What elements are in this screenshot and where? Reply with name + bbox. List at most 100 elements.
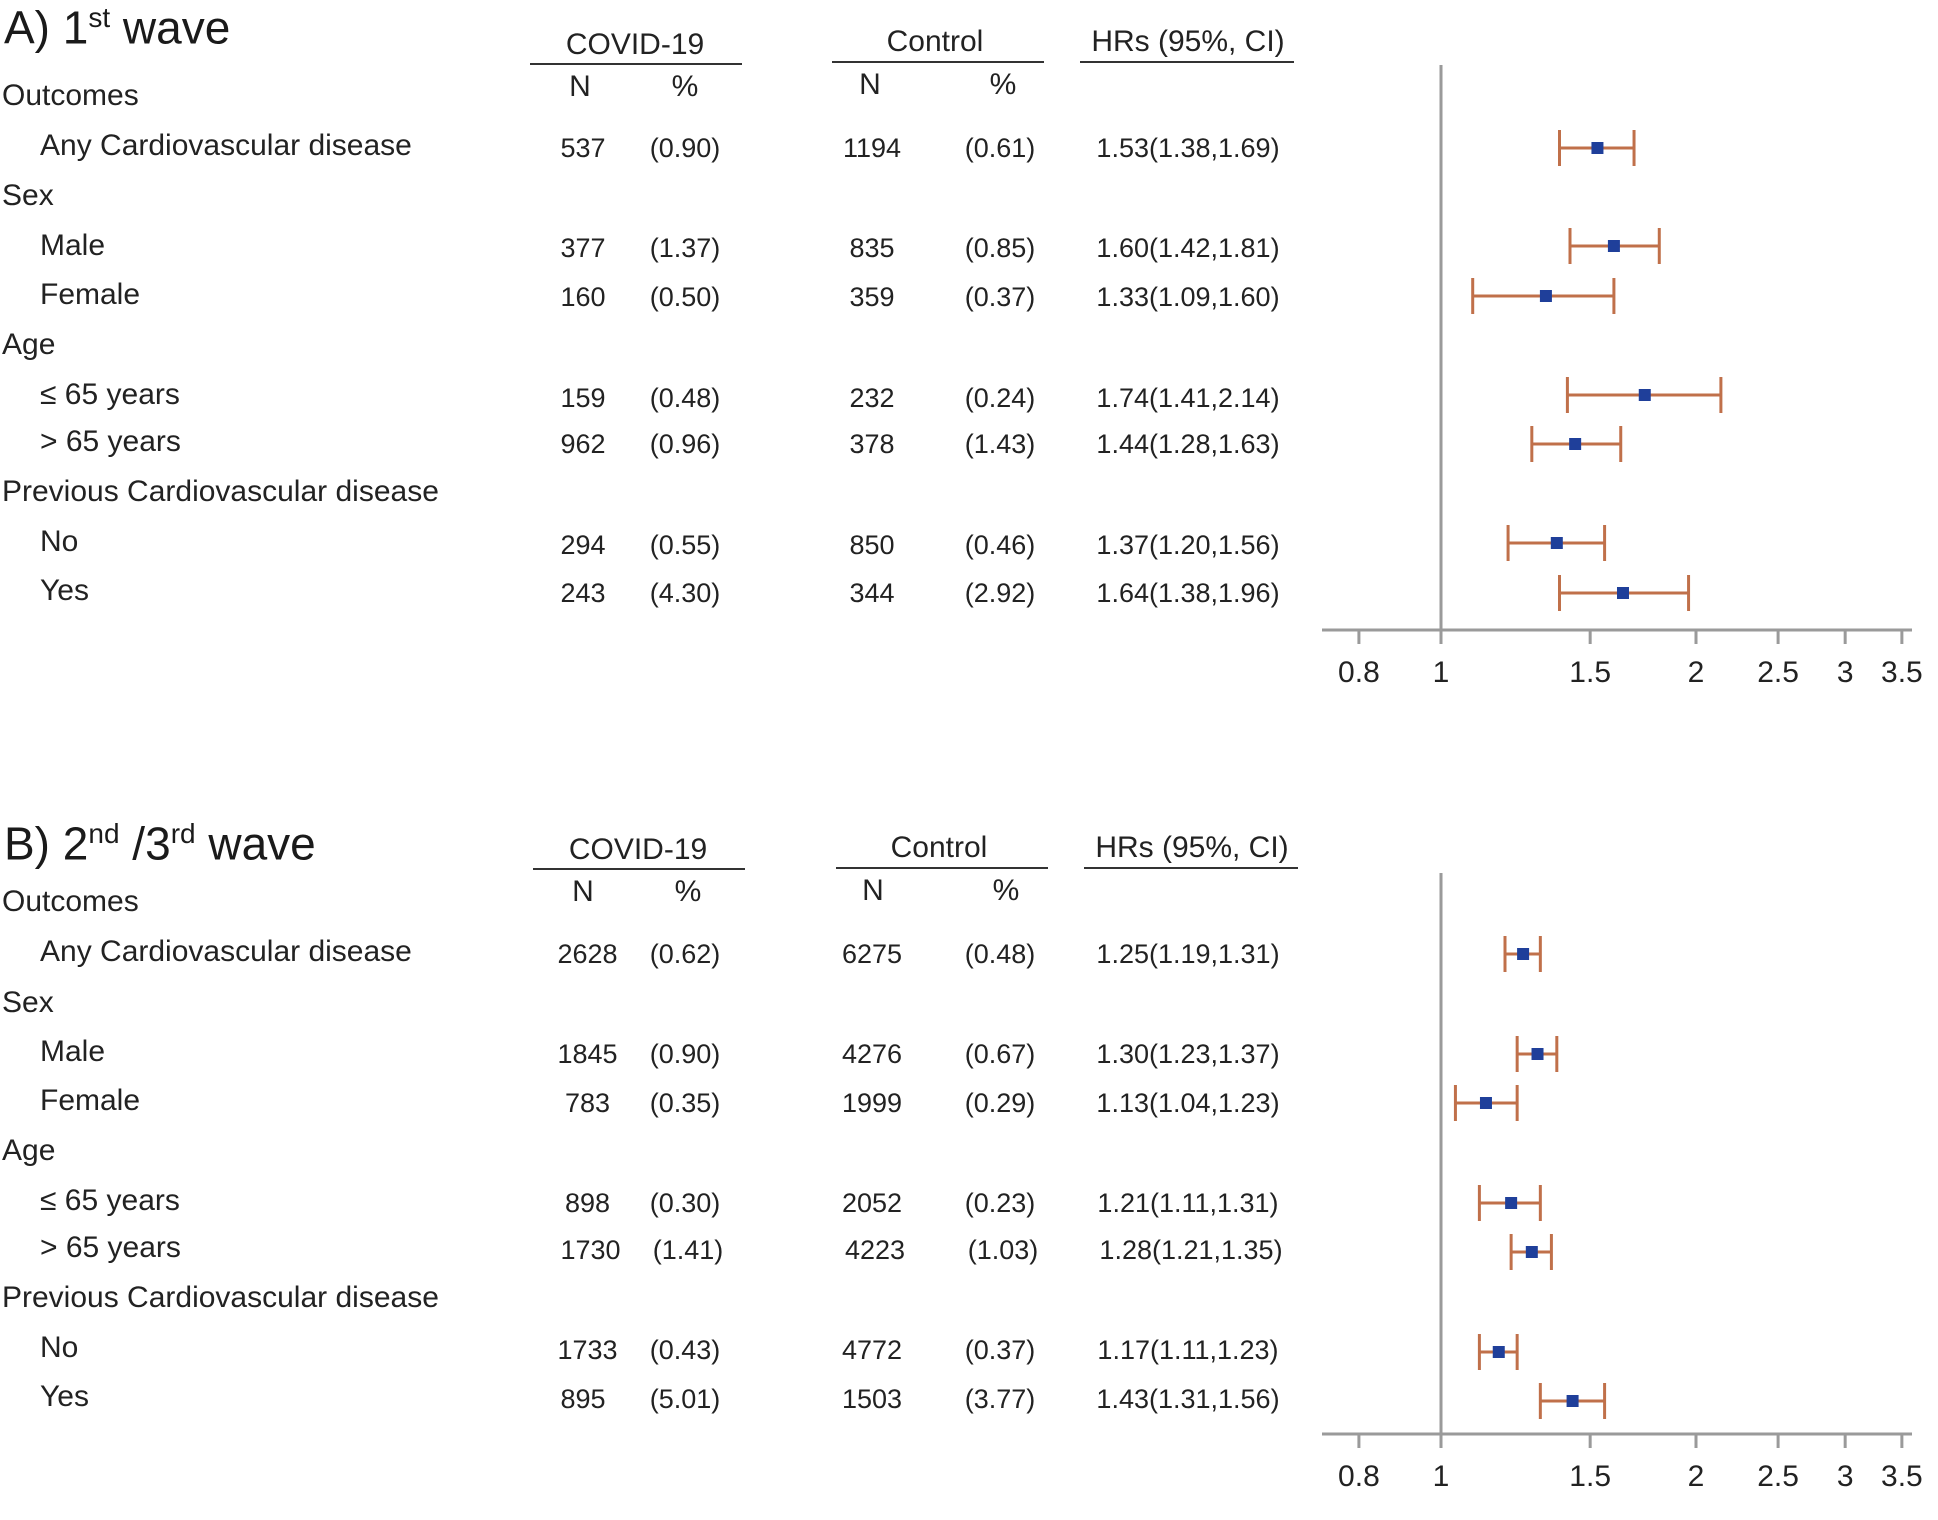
hr-header-rule bbox=[1084, 867, 1298, 869]
covid-pct: (1.37) bbox=[649, 233, 721, 263]
forest-plot: 0.8 1 1.5 2 2.5 3 3.5 bbox=[1322, 65, 1923, 689]
x-tick-label: 3.5 bbox=[1881, 1460, 1923, 1493]
hr-value: 1.74(1.41,2.14) bbox=[1096, 383, 1280, 413]
covid-n: 294 bbox=[560, 530, 606, 560]
control-pct: (0.85) bbox=[964, 233, 1036, 263]
hr-value: 1.43(1.31,1.56) bbox=[1096, 1384, 1280, 1414]
control-n: 1999 bbox=[841, 1088, 903, 1118]
hr-point bbox=[1638, 389, 1651, 401]
control-pct: (1.03) bbox=[967, 1235, 1039, 1265]
row-label: ≤ 65 years bbox=[40, 1184, 180, 1217]
x-tick-label: 2 bbox=[1688, 1460, 1705, 1493]
panel-title: A) 1st wave bbox=[4, 1, 231, 54]
row-label: Female bbox=[40, 1084, 141, 1117]
covid-header-rule bbox=[530, 63, 742, 65]
control-pct: (0.24) bbox=[964, 383, 1036, 413]
control-pct: (1.43) bbox=[964, 429, 1036, 459]
hr-value: 1.53(1.38,1.69) bbox=[1096, 133, 1280, 163]
covid-pct: (0.35) bbox=[649, 1088, 721, 1118]
control-n: 1503 bbox=[841, 1384, 903, 1414]
hr-value: 1.60(1.42,1.81) bbox=[1096, 233, 1280, 263]
covid-pct: (0.30) bbox=[649, 1188, 721, 1218]
hr-point bbox=[1531, 1048, 1544, 1060]
control-n: 378 bbox=[849, 429, 895, 459]
control-n: 835 bbox=[849, 233, 895, 263]
n-subheader: N bbox=[569, 70, 591, 103]
row-label: > 65 years bbox=[40, 1231, 181, 1264]
control-n: 4276 bbox=[841, 1039, 903, 1069]
panel-a: A) 1st wave COVID-19 Control HRs (95%, C… bbox=[0, 0, 1938, 720]
row-group-label: Outcomes bbox=[2, 885, 139, 918]
covid-n: 898 bbox=[564, 1188, 611, 1218]
row-label: No bbox=[40, 525, 79, 558]
control-pct: (0.67) bbox=[964, 1039, 1036, 1069]
covid-n: 243 bbox=[560, 578, 606, 608]
row-label: Yes bbox=[40, 1380, 89, 1413]
row-group-label: Sex bbox=[2, 986, 54, 1019]
pct-subheader: % bbox=[992, 874, 1020, 907]
row-group-label: Outcomes bbox=[2, 79, 139, 112]
hr-value: 1.21(1.11,1.31) bbox=[1097, 1188, 1279, 1218]
row-label: No bbox=[40, 1331, 79, 1364]
control-n: 359 bbox=[849, 282, 895, 312]
covid-n: 1845 bbox=[557, 1039, 618, 1069]
hr-value: 1.30(1.23,1.37) bbox=[1096, 1039, 1280, 1069]
row-label: Male bbox=[40, 1035, 106, 1068]
panel-b: B) 2nd /3rd wave COVID-19 Control HRs (9… bbox=[0, 800, 1938, 1520]
hr-value: 1.33(1.09,1.60) bbox=[1096, 282, 1280, 312]
covid-n: 895 bbox=[560, 1384, 606, 1414]
control-header-rule bbox=[832, 61, 1044, 63]
hr-value: 1.44(1.28,1.63) bbox=[1096, 429, 1280, 459]
x-tick-label: 1 bbox=[1433, 656, 1450, 689]
control-pct: (0.37) bbox=[964, 1335, 1036, 1365]
covid-pct: (0.50) bbox=[649, 282, 721, 312]
covid-n: 377 bbox=[560, 233, 606, 263]
hr-point bbox=[1566, 1395, 1579, 1407]
hr-point bbox=[1505, 1197, 1518, 1209]
row-group-label: Previous Cardiovascular disease bbox=[2, 475, 439, 508]
covid-header-rule bbox=[533, 868, 745, 870]
covid-n: 537 bbox=[560, 133, 606, 163]
pct-subheader: % bbox=[989, 68, 1017, 101]
control-pct: (2.92) bbox=[964, 578, 1036, 608]
x-tick-label: 2 bbox=[1688, 656, 1705, 689]
covid-header: COVID-19 bbox=[568, 833, 708, 866]
hr-point bbox=[1591, 142, 1604, 154]
control-pct: (0.46) bbox=[964, 530, 1036, 560]
covid-header: COVID-19 bbox=[565, 28, 705, 61]
covid-pct: (0.48) bbox=[649, 383, 721, 413]
control-pct: (0.48) bbox=[964, 939, 1036, 969]
row-label: Male bbox=[40, 229, 106, 262]
pct-subheader: % bbox=[671, 70, 699, 103]
control-n: 850 bbox=[849, 530, 895, 560]
covid-pct: (1.41) bbox=[652, 1235, 724, 1265]
hr-point bbox=[1607, 240, 1620, 252]
x-tick-label: 0.8 bbox=[1338, 656, 1380, 689]
covid-pct: (5.01) bbox=[649, 1384, 721, 1414]
n-subheader: N bbox=[572, 875, 594, 908]
control-pct: (0.23) bbox=[964, 1188, 1036, 1218]
row-label: Any Cardiovascular disease bbox=[40, 935, 412, 968]
control-n: 232 bbox=[849, 383, 895, 413]
covid-pct: (0.90) bbox=[649, 1039, 721, 1069]
x-tick-label: 3 bbox=[1837, 1460, 1854, 1493]
forest-plot: 0.8 1 1.5 2 2.5 3 3.5 bbox=[1322, 873, 1923, 1493]
control-n: 344 bbox=[849, 578, 895, 608]
n-subheader: N bbox=[862, 874, 884, 907]
hr-point bbox=[1616, 587, 1629, 599]
hr-point bbox=[1517, 948, 1530, 960]
control-header: Control bbox=[890, 831, 988, 864]
row-label: ≤ 65 years bbox=[40, 378, 180, 411]
x-tick-label: 3.5 bbox=[1881, 656, 1923, 689]
covid-n: 160 bbox=[560, 282, 606, 312]
row-group-label: Sex bbox=[2, 179, 54, 212]
control-pct: (0.29) bbox=[964, 1088, 1036, 1118]
control-pct: (3.77) bbox=[964, 1384, 1036, 1414]
control-n: 1194 bbox=[842, 133, 902, 163]
covid-pct: (0.62) bbox=[649, 939, 721, 969]
x-tick-label: 1 bbox=[1433, 1460, 1450, 1493]
control-pct: (0.37) bbox=[964, 282, 1036, 312]
hr-value: 1.25(1.19,1.31) bbox=[1096, 939, 1280, 969]
covid-n: 962 bbox=[560, 429, 606, 459]
hr-header-rule bbox=[1080, 61, 1294, 63]
